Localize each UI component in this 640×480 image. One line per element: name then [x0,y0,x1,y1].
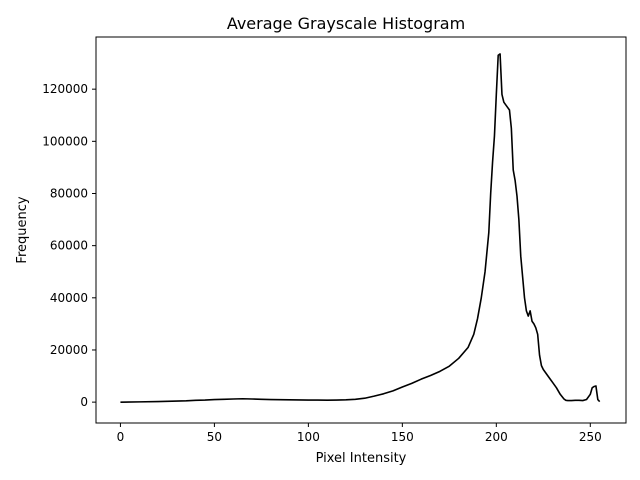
x-tick-label: 250 [579,430,602,444]
x-tick-label: 200 [485,430,508,444]
x-axis-label: Pixel Intensity [316,451,407,466]
chart-title: Average Grayscale Histogram [227,14,465,33]
plot-frame [95,36,627,424]
x-tick-label: 0 [117,430,125,444]
axis-ticks: 0 50 100 150 200 250 0 20000 40000 60000 80000 1000… [42,82,602,444]
y-tick-label: 20000 [50,343,88,357]
x-tick-label: 100 [297,430,320,444]
y-tick-label: 40000 [50,291,88,305]
y-axis-label: Frequency [15,196,30,263]
y-tick-label: 80000 [50,186,88,200]
y-tick-label: 120000 [42,82,88,96]
y-tick-label: 100000 [42,134,88,148]
x-tick-label: 150 [391,430,414,444]
series-line-0 [120,53,601,403]
y-tick-label: 60000 [50,239,88,253]
x-tick-label: 50 [207,430,222,444]
plot-area [120,53,601,403]
y-tick-label: 0 [80,395,88,409]
